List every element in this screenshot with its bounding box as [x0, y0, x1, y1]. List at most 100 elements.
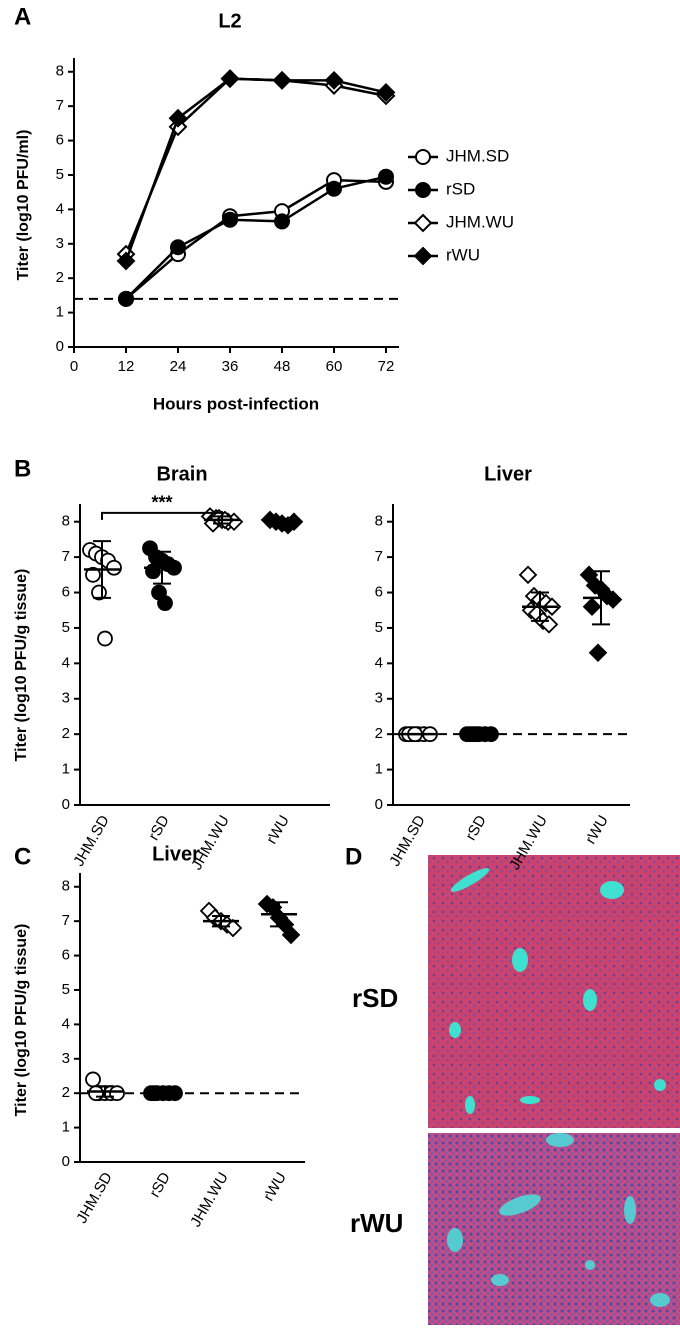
image-label: rWU	[350, 1208, 403, 1238]
chart-title: Liver	[152, 843, 200, 865]
y-tick-label: 7	[375, 548, 383, 565]
series-line	[124, 77, 387, 262]
legend-marker	[413, 213, 433, 233]
panel-label: B	[14, 455, 31, 482]
x-tick-label: rSD	[145, 812, 173, 843]
y-tick-label: 5	[56, 166, 64, 183]
histology-image	[428, 855, 680, 1128]
marker	[97, 630, 113, 647]
y-axis-label: Titer (log10 PFU/g tissue)	[13, 924, 30, 1117]
x-tick-label: 48	[274, 358, 291, 375]
legend-label: rWU	[446, 245, 480, 264]
y-tick-label: 7	[62, 912, 70, 929]
marker	[88, 1085, 104, 1102]
chart-title: Liver	[484, 463, 532, 485]
y-axis-label: Titer (log10 PFU/ml)	[15, 130, 32, 281]
series-line	[125, 175, 387, 300]
legend-label: JHM.WU	[446, 212, 514, 231]
marker	[85, 566, 101, 583]
marker	[109, 1085, 125, 1102]
marker	[157, 595, 173, 612]
y-tick-label: 1	[56, 304, 64, 321]
y-tick-label: 3	[62, 690, 70, 707]
marker	[378, 168, 394, 185]
x-tick-label: 72	[378, 358, 395, 375]
y-tick-label: 6	[62, 583, 70, 600]
marker	[85, 1071, 101, 1088]
significance-label: ***	[151, 493, 172, 513]
x-tick-label: rSD	[462, 812, 490, 843]
marker	[376, 82, 396, 102]
marker	[274, 213, 290, 230]
y-tick-label: 6	[375, 583, 383, 600]
x-tick-label: JHM.WU	[187, 1169, 232, 1229]
y-tick-label: 6	[62, 947, 70, 964]
x-tick-label: rWU	[260, 1169, 290, 1203]
y-tick-label: 2	[375, 725, 383, 742]
legend-marker	[415, 149, 431, 165]
y-tick-label: 1	[375, 761, 383, 778]
y-tick-label: 8	[62, 513, 70, 530]
y-tick-label: 0	[62, 796, 70, 813]
marker	[588, 643, 608, 663]
series-line	[125, 178, 387, 300]
y-tick-label: 7	[62, 548, 70, 565]
x-tick-label: 36	[222, 358, 239, 375]
vessels	[447, 1133, 670, 1307]
y-tick-label: 5	[62, 619, 70, 636]
x-tick-label: JHM.SD	[386, 812, 429, 869]
y-tick-label: 4	[62, 654, 70, 671]
y-tick-label: 1	[62, 1119, 70, 1136]
y-tick-label: 5	[375, 619, 383, 636]
y-tick-label: 8	[62, 878, 70, 895]
y-tick-label: 4	[56, 200, 64, 217]
marker	[518, 565, 538, 585]
marker	[168, 108, 188, 128]
panel-label: C	[14, 843, 31, 870]
y-tick-label: 0	[56, 338, 64, 355]
vessels	[449, 868, 666, 1114]
x-tick-label: rSD	[146, 1169, 174, 1200]
y-tick-label: 0	[62, 1153, 70, 1170]
y-tick-label: 8	[56, 63, 64, 80]
x-tick-label: 0	[70, 358, 78, 375]
legend-marker	[415, 182, 431, 198]
x-tick-label: rWU	[263, 812, 293, 846]
x-axis-label: Hours post-infection	[153, 394, 319, 413]
y-tick-label: 3	[56, 235, 64, 252]
series-line	[124, 77, 387, 255]
y-tick-label: 2	[62, 725, 70, 742]
y-tick-label: 0	[375, 796, 383, 813]
histology-image	[428, 1133, 680, 1325]
y-tick-label: 3	[375, 690, 383, 707]
x-tick-label: 12	[118, 358, 135, 375]
panel-label: D	[345, 843, 362, 870]
marker	[106, 559, 122, 576]
y-tick-label: 7	[56, 97, 64, 114]
image-label: rSD	[352, 983, 398, 1013]
marker	[220, 69, 240, 89]
x-tick-label: rWU	[582, 812, 612, 846]
marker	[118, 290, 134, 307]
significance-bracket	[101, 511, 223, 520]
marker	[222, 211, 238, 228]
y-tick-label: 6	[56, 132, 64, 149]
marker	[326, 180, 342, 197]
y-tick-label: 5	[62, 981, 70, 998]
x-tick-label: JHM.SD	[73, 1169, 116, 1226]
legend-marker	[413, 246, 433, 266]
x-tick-label: 60	[326, 358, 343, 375]
marker	[116, 251, 136, 271]
marker	[272, 70, 292, 90]
chart-title: L2	[218, 10, 241, 32]
marker	[582, 597, 602, 616]
y-tick-label: 3	[62, 1050, 70, 1067]
marker	[324, 70, 344, 90]
y-tick-label: 4	[62, 1015, 70, 1032]
y-axis-label: Titer (log10 PFU/g tissue)	[13, 569, 30, 762]
legend-label: JHM.SD	[446, 146, 509, 165]
legend-label: rSD	[446, 179, 475, 198]
marker	[281, 925, 301, 945]
marker	[170, 239, 186, 256]
